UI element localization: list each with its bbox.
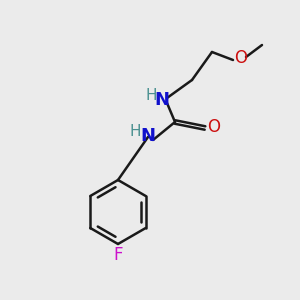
Text: N: N — [154, 91, 169, 109]
Text: H: H — [129, 124, 141, 139]
Text: H: H — [145, 88, 157, 104]
Text: O: O — [235, 49, 248, 67]
Text: F: F — [113, 246, 123, 264]
Text: N: N — [140, 127, 155, 145]
Text: O: O — [208, 118, 220, 136]
